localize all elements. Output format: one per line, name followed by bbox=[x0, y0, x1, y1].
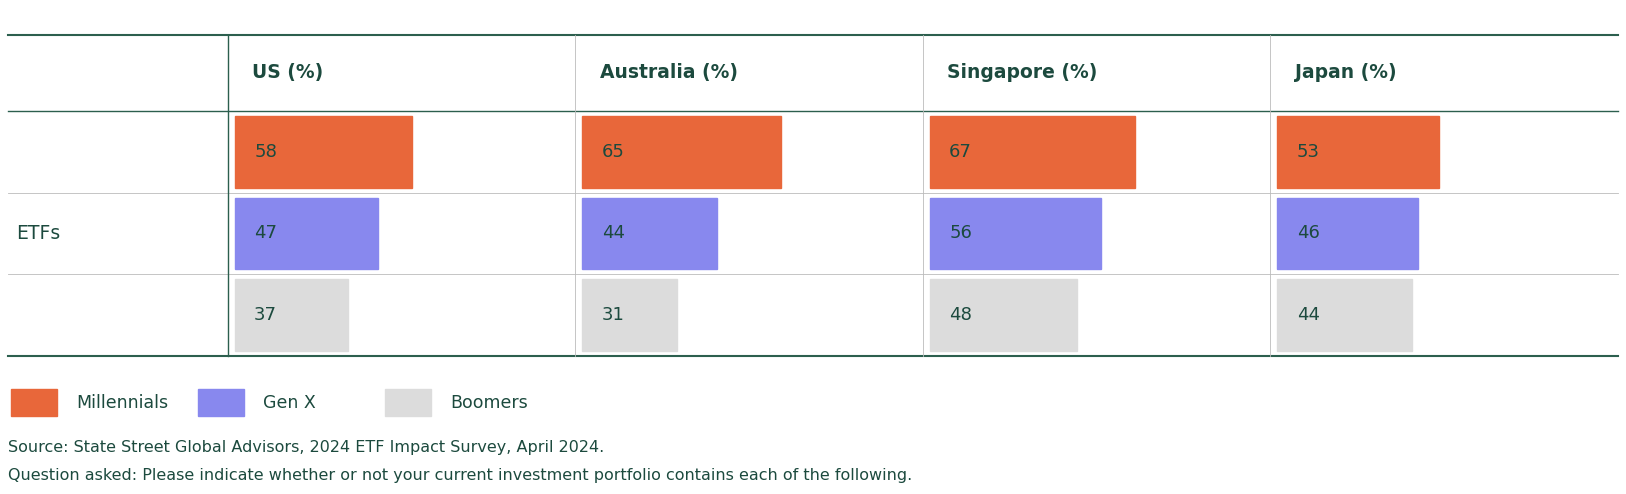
Text: Gen X: Gen X bbox=[263, 394, 315, 412]
Text: Australia (%): Australia (%) bbox=[600, 63, 738, 82]
Text: 65: 65 bbox=[602, 143, 624, 161]
Bar bbox=[582, 116, 780, 188]
Bar bbox=[1278, 198, 1418, 269]
Bar bbox=[11, 389, 57, 416]
Text: 67: 67 bbox=[950, 143, 972, 161]
Text: Japan (%): Japan (%) bbox=[1294, 63, 1397, 82]
Bar bbox=[582, 279, 676, 351]
Text: Question asked: Please indicate whether or not your current investment portfolio: Question asked: Please indicate whether … bbox=[8, 468, 912, 483]
Bar bbox=[234, 116, 411, 188]
Bar bbox=[1278, 279, 1411, 351]
Bar bbox=[234, 198, 379, 269]
Text: ETFs: ETFs bbox=[16, 224, 60, 243]
Bar bbox=[582, 198, 717, 269]
Text: 37: 37 bbox=[254, 306, 276, 324]
Text: US (%): US (%) bbox=[252, 63, 324, 82]
Bar bbox=[234, 279, 348, 351]
Bar bbox=[1278, 116, 1439, 188]
Bar bbox=[930, 198, 1101, 269]
Bar bbox=[385, 389, 431, 416]
Text: 44: 44 bbox=[602, 224, 624, 243]
Text: Source: State Street Global Advisors, 2024 ETF Impact Survey, April 2024.: Source: State Street Global Advisors, 20… bbox=[8, 440, 605, 454]
Text: 44: 44 bbox=[1298, 306, 1320, 324]
Bar bbox=[930, 116, 1135, 188]
Text: 48: 48 bbox=[950, 306, 972, 324]
Bar bbox=[930, 279, 1076, 351]
Text: Millennials: Millennials bbox=[76, 394, 169, 412]
Text: 31: 31 bbox=[602, 306, 624, 324]
Text: 47: 47 bbox=[254, 224, 276, 243]
Text: Boomers: Boomers bbox=[450, 394, 528, 412]
Text: 56: 56 bbox=[950, 224, 972, 243]
Text: 58: 58 bbox=[254, 143, 276, 161]
Text: Singapore (%): Singapore (%) bbox=[946, 63, 1098, 82]
Bar bbox=[198, 389, 244, 416]
Text: 53: 53 bbox=[1298, 143, 1320, 161]
Text: 46: 46 bbox=[1298, 224, 1320, 243]
